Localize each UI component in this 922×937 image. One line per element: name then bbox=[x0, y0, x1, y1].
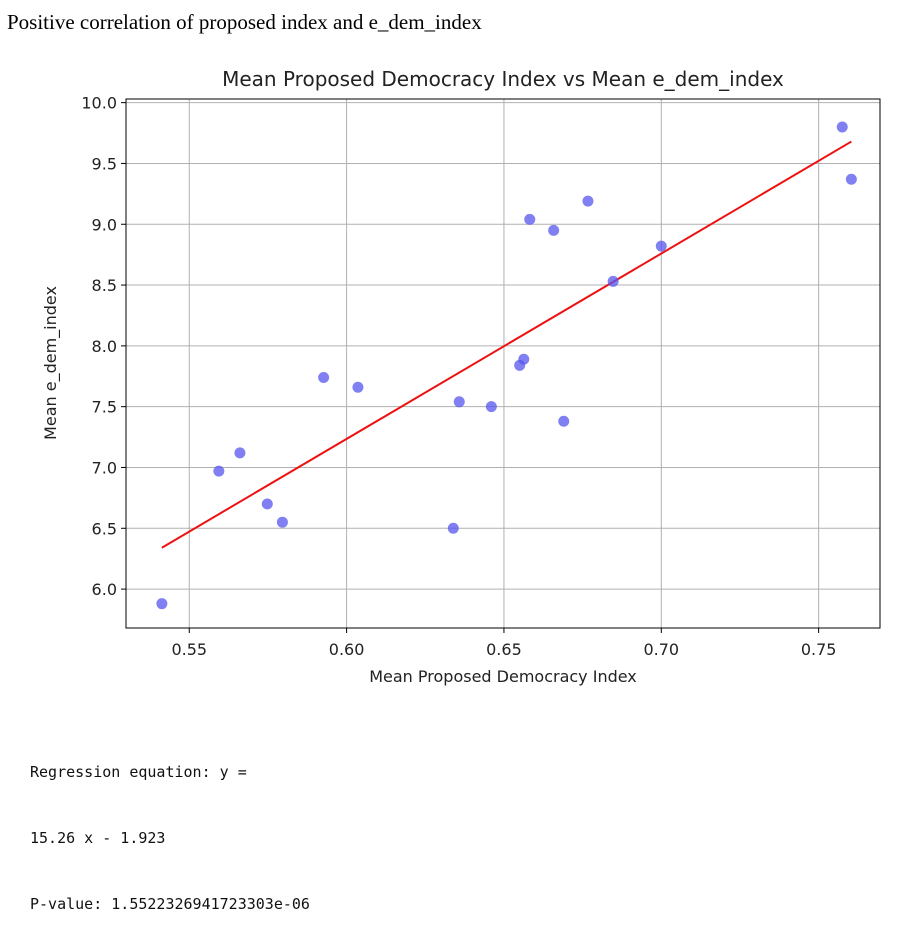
data-point bbox=[485, 401, 497, 413]
data-point bbox=[558, 415, 570, 427]
data-point bbox=[607, 275, 619, 287]
x-tick-label: 0.55 bbox=[171, 640, 207, 659]
p-value-line: P-value: 1.5522326941723303e-06 bbox=[30, 895, 310, 913]
scatter-chart: Mean Proposed Democracy Index vs Mean e_… bbox=[41, 67, 881, 686]
data-point bbox=[836, 121, 848, 133]
y-tick-label: 6.5 bbox=[92, 519, 117, 538]
plot-frame bbox=[125, 98, 881, 629]
y-tick-label: 7.5 bbox=[92, 398, 117, 417]
y-tick-label: 8.5 bbox=[92, 276, 117, 295]
y-tick-label: 8.0 bbox=[92, 337, 117, 356]
x-tick-label: 0.75 bbox=[801, 640, 837, 659]
data-point bbox=[845, 173, 857, 185]
data-point bbox=[234, 447, 246, 459]
data-point bbox=[318, 371, 330, 383]
regression-layer bbox=[161, 140, 852, 549]
data-point bbox=[447, 522, 459, 534]
data-point bbox=[156, 598, 168, 610]
data-point bbox=[213, 465, 225, 477]
data-point bbox=[261, 498, 273, 510]
data-point bbox=[524, 213, 536, 225]
data-point bbox=[548, 224, 560, 236]
y-tick-label: 9.5 bbox=[92, 154, 117, 173]
data-points bbox=[156, 121, 857, 610]
x-tick-label: 0.70 bbox=[643, 640, 679, 659]
data-point bbox=[655, 240, 667, 252]
x-tick-label: 0.65 bbox=[486, 640, 522, 659]
x-axis-label: Mean Proposed Democracy Index bbox=[369, 667, 637, 686]
data-point bbox=[582, 195, 594, 207]
chart-title: Mean Proposed Democracy Index vs Mean e_… bbox=[222, 67, 784, 91]
y-tick-label: 9.0 bbox=[92, 215, 117, 234]
data-point bbox=[352, 381, 364, 393]
axis-ticks: 0.55 0.60 0.65 0.70 0.75 6.0 6.5 7.0 7.5 8.0 8.5 9.… bbox=[81, 94, 836, 659]
regression-line bbox=[161, 140, 852, 549]
regression-coefficients-line: 15.26 x - 1.923 bbox=[30, 829, 166, 847]
regression-equation-line: Regression equation: y = bbox=[30, 763, 247, 781]
page-heading: Positive correlation of proposed index a… bbox=[7, 10, 482, 34]
y-tick-label: 10.0 bbox=[81, 94, 117, 113]
x-tick-label: 0.60 bbox=[329, 640, 365, 659]
data-point bbox=[453, 396, 465, 408]
grid-lines bbox=[126, 99, 880, 628]
data-point bbox=[518, 353, 530, 365]
regression-output: Regression equation: y = 15.26 x - 1.923… bbox=[30, 717, 310, 937]
y-tick-label: 6.0 bbox=[92, 580, 117, 599]
y-axis-label: Mean e_dem_index bbox=[41, 286, 61, 440]
data-point bbox=[276, 516, 288, 528]
y-tick-label: 7.0 bbox=[92, 458, 117, 477]
